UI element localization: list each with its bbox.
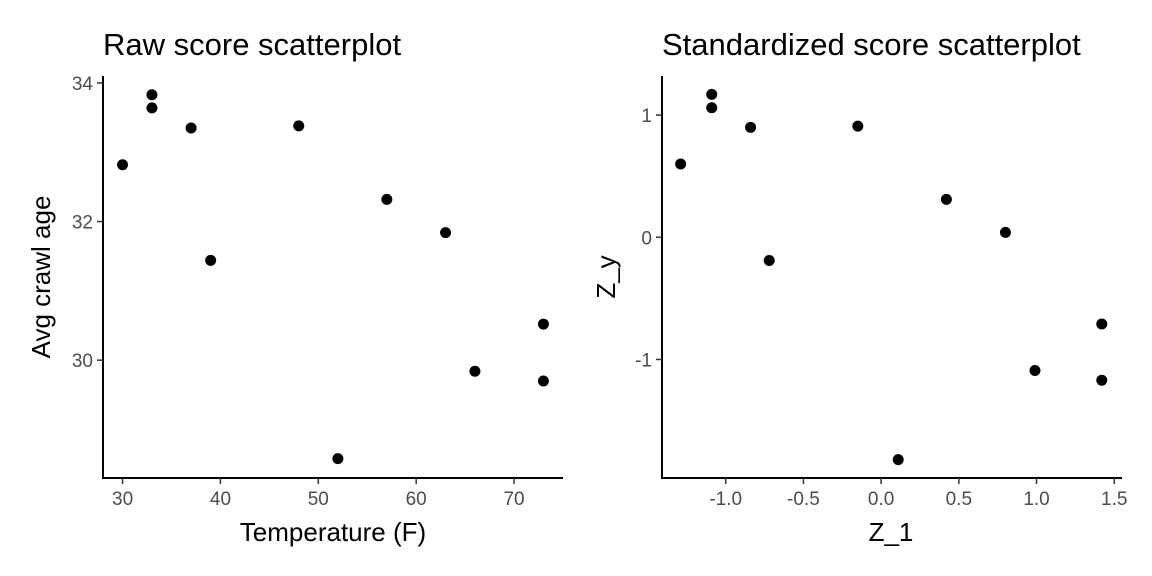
data-point — [763, 255, 775, 267]
x-tick-label: 0.0 — [868, 489, 894, 510]
y-tick-label: 0 — [641, 228, 652, 249]
x-tick-label: -1.0 — [709, 489, 742, 510]
data-point — [469, 365, 481, 377]
data-point — [332, 453, 344, 465]
chart-title: Standardized score scatterplot — [662, 27, 1081, 62]
data-point — [146, 102, 158, 114]
data-point — [537, 375, 549, 387]
x-tick-label: 60 — [406, 489, 427, 510]
data-point — [892, 454, 904, 466]
data-point — [999, 226, 1011, 238]
x-tick-label: 40 — [210, 489, 231, 510]
data-point — [185, 122, 197, 134]
data-point — [852, 120, 864, 132]
x-tick-label: 30 — [112, 489, 133, 510]
data-point — [117, 159, 129, 171]
y-tick-label: 34 — [72, 74, 94, 95]
data-point — [706, 102, 718, 114]
x-axis-label: Z_1 — [869, 517, 914, 547]
data-point — [706, 88, 718, 100]
data-point — [440, 227, 452, 239]
y-axis-label: Avg crawl age — [26, 196, 56, 359]
chart-title: Raw score scatterplot — [103, 27, 401, 62]
y-tick-label: 30 — [72, 351, 93, 372]
y-axis-label: Z_y — [591, 255, 621, 298]
x-axis-label: Temperature (F) — [240, 517, 426, 547]
data-point — [745, 121, 757, 133]
data-point — [293, 120, 305, 132]
y-tick-label: 1 — [641, 106, 652, 127]
raw-score-panel: Raw score scatterplot Temperature (F) Av… — [26, 27, 563, 547]
data-point — [1029, 364, 1041, 376]
x-tick-label: 0.5 — [946, 489, 972, 510]
data-point — [537, 318, 549, 330]
data-point — [675, 158, 687, 170]
x-tick-label: 70 — [503, 489, 524, 510]
x-tick-label: 50 — [308, 489, 329, 510]
data-point — [1096, 318, 1108, 330]
y-tick-label: 32 — [72, 213, 93, 234]
standardized-score-panel: Standardized score scatterplot Z_1 Z_y -… — [591, 27, 1127, 547]
data-point — [1096, 374, 1108, 386]
data-point — [146, 89, 158, 101]
data-point — [381, 193, 393, 205]
data-point — [205, 254, 217, 266]
x-tick-label: 1.5 — [1101, 489, 1127, 510]
y-tick-label: -1 — [635, 350, 652, 371]
x-tick-label: -0.5 — [787, 489, 820, 510]
data-point — [940, 193, 952, 205]
x-tick-label: 1.0 — [1023, 489, 1049, 510]
